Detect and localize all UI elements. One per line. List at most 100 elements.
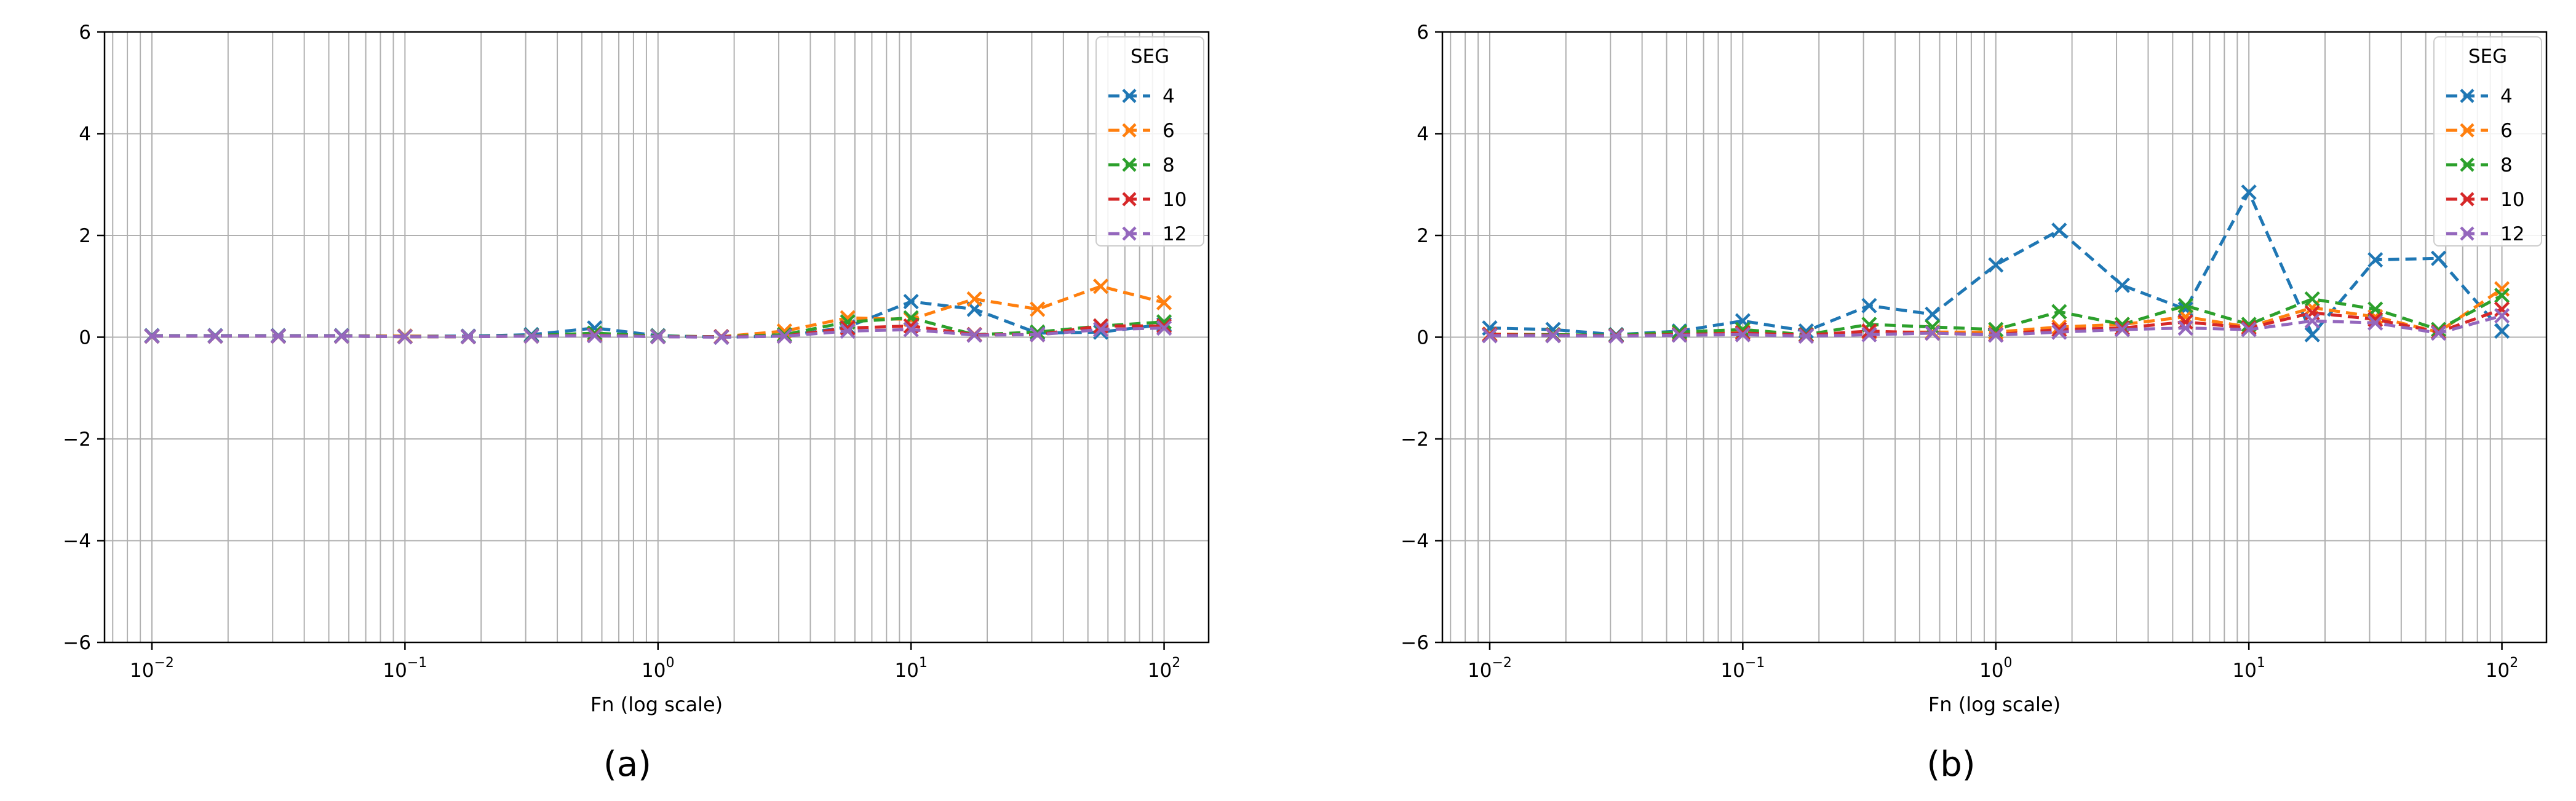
y-tick-label: −4 [63,531,91,553]
data-point [2494,308,2510,324]
data-point [587,328,603,344]
marker-stroke [1156,320,1172,336]
data-point [1482,328,1498,344]
marker-stroke [840,323,856,339]
series-12 [1482,308,2510,344]
legend-entry-4: 4 [1108,85,1175,108]
chart-b: −6 −4 −2 0 2 4 6 10−2 10−1 100 101 102 Fn (log scale… [1401,22,2548,716]
marker-stroke [2051,223,2067,239]
marker-stroke [1482,328,1498,344]
data-point [2494,288,2510,304]
x-tick-label: 101 [894,655,927,682]
data-point [333,328,349,344]
marker-stroke [1671,327,1687,343]
marker-stroke [2177,298,2193,314]
marker-stroke [2241,184,2257,200]
marker-stroke [1030,326,1046,342]
marker-stroke [2431,325,2447,341]
marker-stroke [2431,322,2447,337]
legend-label: 6 [2500,120,2513,142]
legend-entry-6: 6 [2446,120,2513,142]
data-point [2431,325,2447,341]
legend-label: 4 [2500,85,2513,108]
data-point [207,328,223,344]
x-tick-label: 101 [2232,655,2265,682]
marker-stroke [2494,308,2510,324]
y-tick-label: −6 [1401,632,1429,654]
data-point [2114,322,2130,337]
legend-marker [2460,192,2475,207]
marker-stroke [2114,322,2130,337]
legend-label: 10 [1163,189,1187,211]
legend-entry-6: 6 [1108,120,1175,142]
marker-stroke [1861,298,1877,314]
data-point [2494,281,2510,297]
data-point [144,328,160,344]
legend-entry-8: 8 [1108,154,1175,176]
data-point [966,291,982,307]
marker-stroke [966,291,982,307]
y-tick-label: 6 [1417,22,1429,44]
data-point [2177,298,2193,314]
marker-stroke [2051,319,2067,335]
marker-stroke [1093,324,1109,340]
legend-marker [2460,226,2475,241]
marker-stroke [1156,318,1172,334]
marker-stroke [1798,328,1814,344]
marker-stroke [270,328,287,344]
data-point [1988,327,2004,343]
marker-stroke [2051,324,2067,340]
data-point [776,328,792,344]
legend-title: SEG [1131,45,1169,68]
legend-marker [1122,157,1137,172]
marker-stroke [1093,318,1109,334]
marker-stroke [903,322,919,337]
marker-stroke [1545,328,1561,344]
marker-stroke [1988,324,2004,340]
marker-stroke [207,328,223,344]
panel-label-a: (a) [603,744,651,784]
legend-marker [2460,89,2475,103]
marker-stroke [2177,314,2193,330]
marker-stroke [2494,323,2510,339]
x-tick-label: 102 [2486,655,2518,682]
legend-marker [1122,226,1137,241]
data-point [1798,328,1814,344]
marker-stroke [460,329,476,345]
marker-stroke [1925,325,1941,341]
marker-stroke [714,329,729,345]
marker-stroke [1093,322,1109,337]
y-tick-label: 6 [79,22,91,44]
legend: SEG 4 6 8 10 12 [2433,36,2542,247]
legend-entry-4: 4 [2446,85,2513,108]
data-point [1030,324,1046,340]
marker-stroke [2304,291,2320,307]
legend-marker [1122,123,1137,138]
data-point [1861,298,1877,314]
legend-title: SEG [2468,45,2507,68]
data-point [2051,324,2067,340]
marker-stroke [397,329,413,345]
marker-stroke [2304,313,2320,329]
y-tick-label: −2 [1401,428,1429,451]
legend-entry-12: 12 [2446,223,2524,245]
chart-a: −6 −4 −2 0 2 4 6 10−2 10−1 100 101 102 Fn (log scale… [63,22,1210,716]
marker-stroke [776,328,792,344]
x-tick-label: 10−1 [383,655,427,682]
legend-marker [2460,157,2475,172]
y-tick-label: 4 [79,124,91,146]
legend-label: 12 [2500,223,2524,245]
data-point [2051,223,2067,239]
marker-stroke [2431,250,2447,266]
data-point [397,329,413,345]
marker-stroke [1735,326,1751,342]
data-point [1925,325,1941,341]
y-tick-label: −4 [1401,531,1429,553]
x-tick-label: 10−1 [1720,655,1765,682]
x-tick-label: 100 [642,655,674,682]
marker-stroke [523,328,539,344]
marker-stroke [1988,257,2004,273]
legend-box [2433,36,2542,247]
data-point [587,325,603,341]
